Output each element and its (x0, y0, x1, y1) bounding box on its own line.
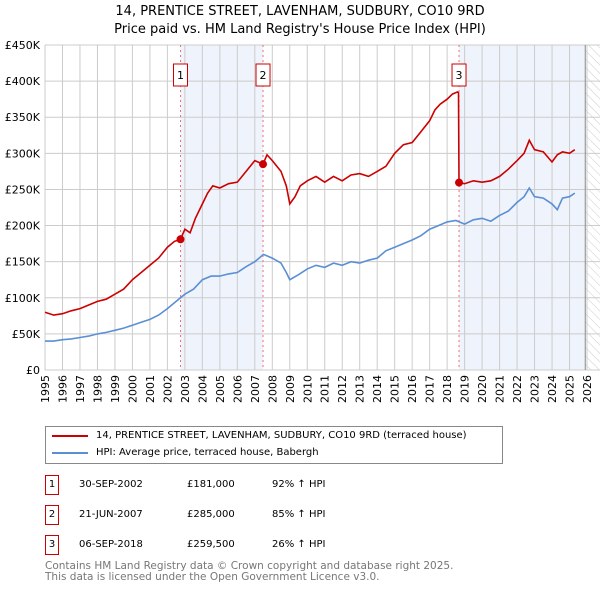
x-tick-label: 2019 (459, 375, 472, 403)
y-tick-label: £400K (5, 75, 41, 88)
x-tick-label: 2016 (406, 375, 419, 403)
footer-line-1: Contains HM Land Registry data © Crown c… (45, 560, 454, 572)
sale-hpi: 85% ↑ HPI (272, 509, 326, 520)
sale-date: 06-SEP-2018 (79, 539, 143, 550)
sale-label: 1 (177, 69, 184, 82)
x-tick-label: 2009 (284, 375, 297, 403)
x-tick-label: 2012 (336, 375, 349, 403)
y-tick-label: £350K (5, 111, 41, 124)
price-chart: 1995 1996 1997 1998 1999 2000 2001 2002 2003 2004… (5, 39, 600, 403)
legend-red-line (52, 434, 88, 437)
series-line (45, 186, 576, 342)
sale-point (455, 178, 464, 187)
shaded-period (459, 45, 586, 370)
shaded-period (180, 45, 264, 370)
sale-label-box (451, 63, 467, 87)
y-tick-label: £150K (5, 256, 41, 269)
x-tick-label: 2020 (476, 375, 489, 403)
footer-line-2: This data is licensed under the Open Gov… (45, 571, 380, 583)
sale-label-box (255, 63, 271, 87)
legend-label-hpi: HPI: Average price, terraced house, Babe… (96, 447, 319, 458)
legend: 14, PRENTICE STREET, LAVENHAM, SUDBURY, … (45, 426, 503, 464)
x-tick-label: 2000 (126, 375, 139, 403)
sale-price: £181,000 (187, 479, 235, 490)
x-tick-label: 2006 (231, 375, 244, 403)
legend-blue-line (52, 451, 88, 454)
sale-price: £259,500 (187, 539, 235, 550)
footer: Contains HM Land Registry data © Crown c… (45, 561, 453, 583)
x-tick-label: 1996 (56, 375, 69, 403)
x-tick-label: 2018 (441, 375, 454, 403)
sale-point (176, 235, 185, 244)
x-tick-label: 2002 (161, 375, 174, 403)
x-tick-label: 2022 (511, 375, 524, 403)
x-tick-label: 2011 (319, 375, 332, 403)
series-line (44, 90, 576, 316)
x-tick-label: 1998 (91, 375, 104, 403)
x-tick-label: 2024 (546, 375, 559, 403)
sale-label-box (173, 63, 188, 87)
x-tick-label: 2010 (301, 375, 314, 403)
x-tick-label: 1997 (74, 375, 87, 403)
x-tick-label: 2026 (581, 375, 594, 403)
y-tick-label: £0 (26, 364, 40, 377)
x-tick-label: 2004 (196, 375, 209, 403)
x-tick-label: 2025 (564, 375, 577, 403)
sale-date: 30-SEP-2002 (79, 479, 143, 490)
sale-marker-label: 1 (45, 475, 59, 495)
sale-price: £285,000 (187, 509, 235, 520)
sale-point (259, 160, 268, 169)
x-tick-label: 2003 (179, 375, 192, 403)
x-tick-label: 2007 (249, 375, 262, 403)
chart-subtitle: Price paid vs. HM Land Registry's House … (114, 22, 486, 37)
sale-hpi: 92% ↑ HPI (272, 479, 326, 490)
x-tick-label: 2015 (389, 375, 402, 403)
x-tick-label: 2001 (144, 375, 157, 403)
sale-row: 2 21-JUN-2007 £285,000 85% ↑ HPI (45, 505, 445, 525)
x-tick-label: 2023 (529, 375, 542, 403)
forecast-hatch (585, 45, 600, 370)
sale-row: 3 06-SEP-2018 £259,500 26% ↑ HPI (45, 535, 445, 555)
x-tick-label: 2021 (494, 375, 507, 403)
sale-marker-label: 3 (45, 535, 59, 555)
y-tick-label: £300K (5, 147, 41, 160)
x-tick-label: 2005 (214, 375, 227, 403)
x-tick-label: 1995 (39, 375, 52, 403)
x-tick-label: 2013 (354, 375, 367, 403)
legend-label-property: 14, PRENTICE STREET, LAVENHAM, SUDBURY, … (96, 430, 467, 441)
y-tick-label: £450K (5, 39, 41, 52)
sale-hpi: 26% ↑ HPI (272, 539, 326, 550)
sale-label: 2 (260, 69, 267, 82)
x-tick-label: 1999 (109, 375, 122, 403)
sale-label: 3 (456, 69, 463, 82)
y-tick-label: £100K (5, 292, 41, 305)
y-tick-label: £50K (12, 328, 41, 341)
x-tick-label: 2017 (424, 375, 437, 403)
sale-marker-label: 2 (45, 505, 59, 525)
sale-row: 1 30-SEP-2002 £181,000 92% ↑ HPI (45, 475, 445, 495)
y-tick-label: £200K (5, 220, 41, 233)
y-tick-label: £250K (5, 183, 41, 196)
x-tick-label: 2014 (371, 375, 384, 403)
x-tick-label: 2008 (266, 375, 279, 403)
chart-title: 14, PRENTICE STREET, LAVENHAM, SUDBURY, … (115, 4, 485, 19)
sale-date: 21-JUN-2007 (79, 509, 143, 520)
